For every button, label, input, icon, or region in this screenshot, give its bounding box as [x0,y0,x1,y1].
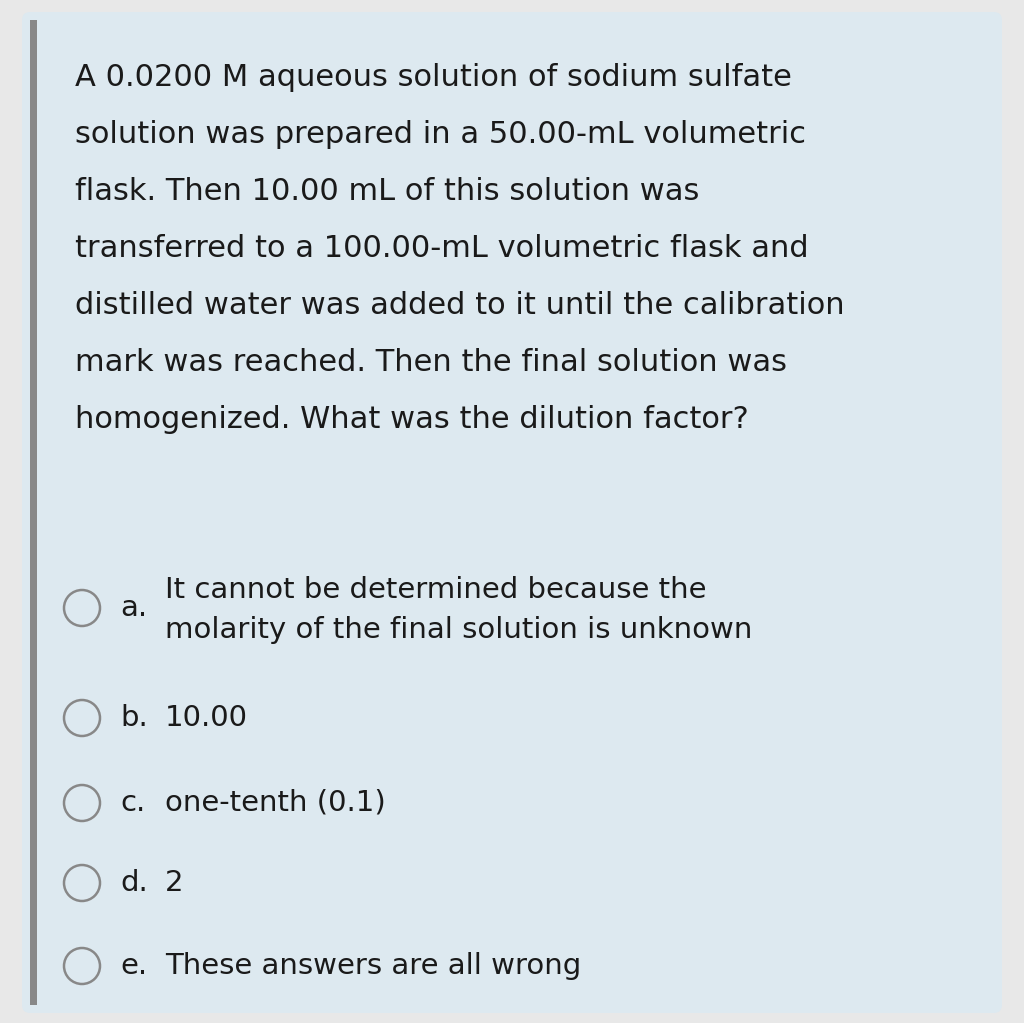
Text: molarity of the final solution is unknown: molarity of the final solution is unknow… [165,616,753,644]
Text: 10.00: 10.00 [165,704,248,732]
Text: homogenized. What was the dilution factor?: homogenized. What was the dilution facto… [75,405,749,434]
Text: 2: 2 [165,869,183,897]
Circle shape [63,865,100,901]
Text: flask. Then 10.00 mL of this solution was: flask. Then 10.00 mL of this solution wa… [75,177,699,206]
Text: one-tenth (0.1): one-tenth (0.1) [165,789,386,817]
Text: c.: c. [120,789,145,817]
Bar [30,20,37,1005]
Text: mark was reached. Then the final solution was: mark was reached. Then the final solutio… [75,348,787,377]
Circle shape [63,948,100,984]
Text: These answers are all wrong: These answers are all wrong [165,952,582,980]
Text: transferred to a 100.00-mL volumetric flask and: transferred to a 100.00-mL volumetric fl… [75,234,809,263]
Text: distilled water was added to it until the calibration: distilled water was added to it until th… [75,291,845,320]
Text: solution was prepared in a 50.00-mL volumetric: solution was prepared in a 50.00-mL volu… [75,120,806,149]
Text: a.: a. [120,594,147,622]
Text: b.: b. [120,704,147,732]
Text: It cannot be determined because the: It cannot be determined because the [165,576,707,604]
Text: e.: e. [120,952,147,980]
Circle shape [63,785,100,821]
Circle shape [63,700,100,736]
Text: A 0.0200 M aqueous solution of sodium sulfate: A 0.0200 M aqueous solution of sodium su… [75,63,792,92]
Text: d.: d. [120,869,147,897]
Circle shape [63,590,100,626]
FancyBboxPatch shape [22,12,1002,1013]
